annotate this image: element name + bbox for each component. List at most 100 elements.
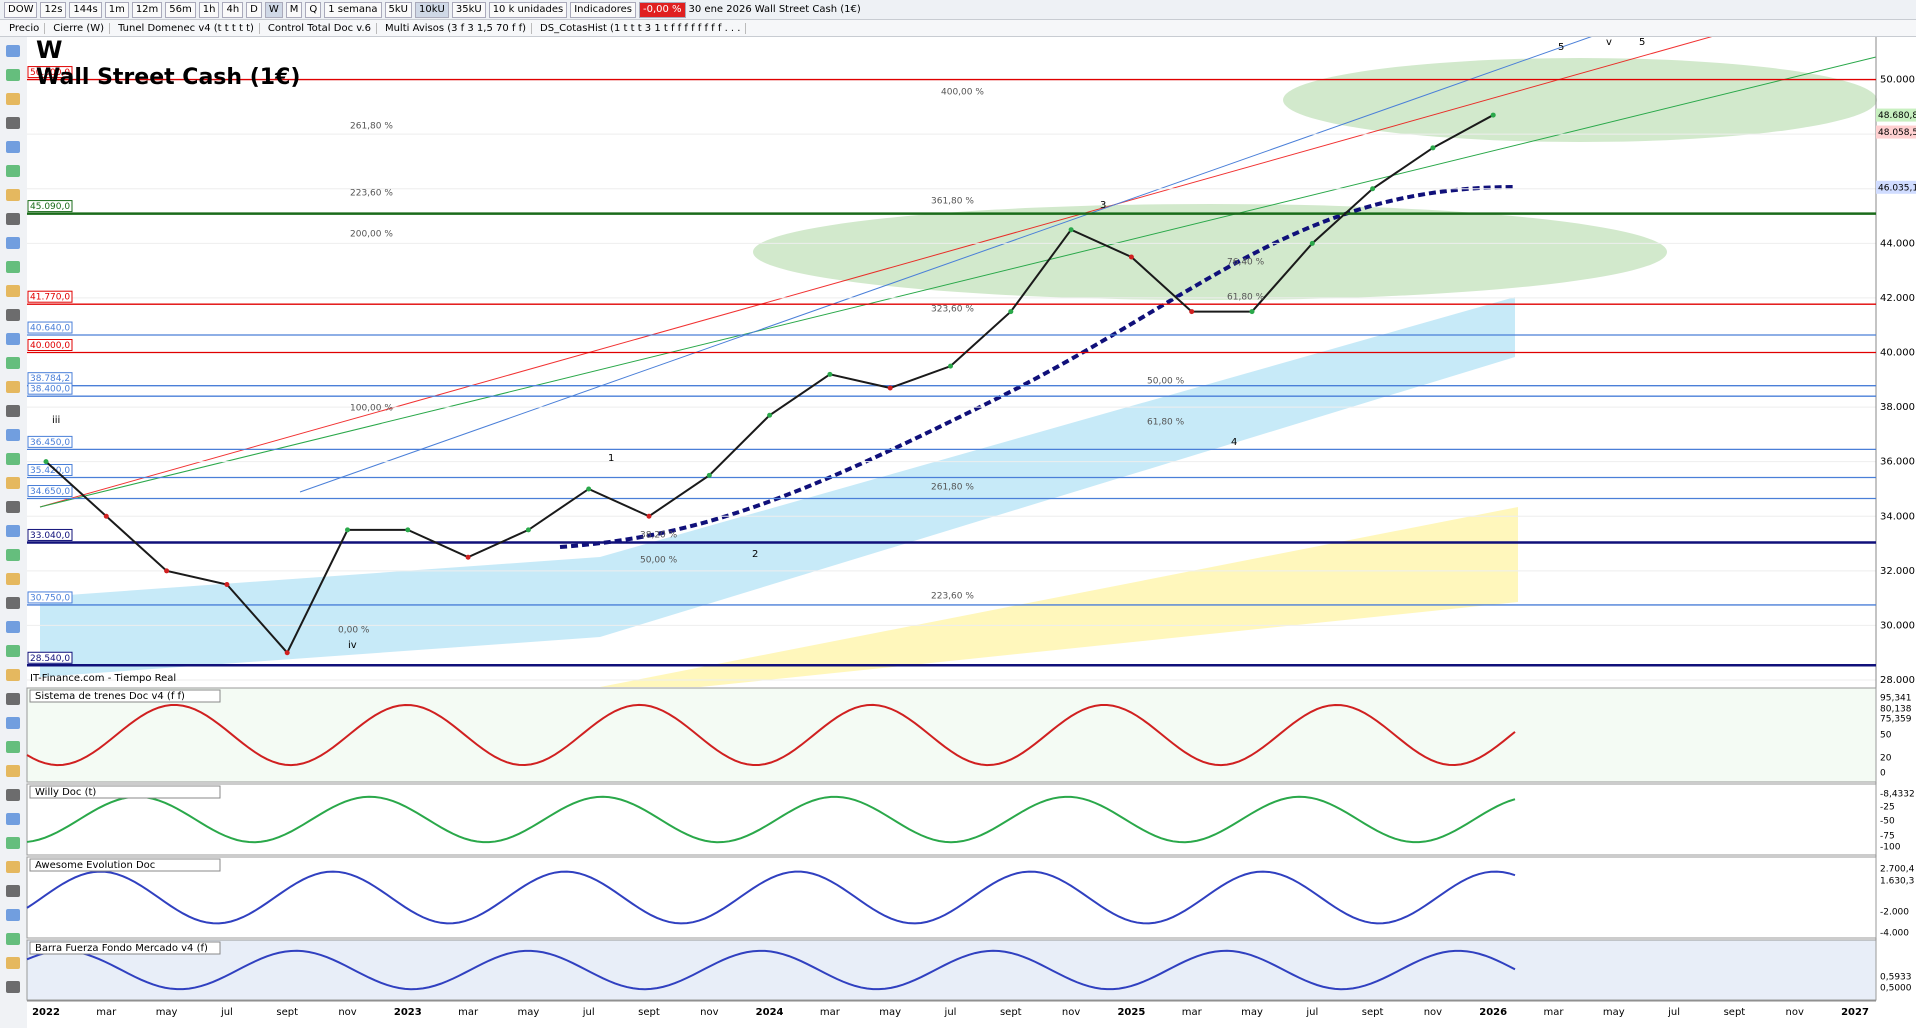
x-tick-label: mar <box>1182 1007 1203 1018</box>
indicator-tab[interactable]: Precio <box>4 22 46 34</box>
timeframe-button[interactable]: D <box>246 1 262 18</box>
pane-title: Awesome Evolution Doc <box>35 860 155 871</box>
tool-icon <box>6 501 20 513</box>
price-point <box>1128 254 1134 260</box>
toolbar: DOW 12s 144s 1m 12m 56m 1h 4h D W M Q 1 semana 5kU 10k… <box>0 0 1916 20</box>
timeframe-button[interactable]: 144s <box>69 1 102 18</box>
pane-title-box <box>29 785 221 799</box>
pane-axis-label: 80,138 <box>1880 705 1912 715</box>
pane-title: Barra Fuerza Fondo Mercado v4 (f) <box>35 943 208 954</box>
x-tick-label: jul <box>1305 1007 1318 1018</box>
pane-axis-label: 50 <box>1880 731 1892 741</box>
x-tick-label: nov <box>1062 1007 1080 1018</box>
pane-axis-label: 0,5933 <box>1880 973 1912 983</box>
level-tag-box <box>27 435 73 448</box>
tool-icon <box>6 189 20 201</box>
pane-axis-label: -4.000 <box>1880 929 1909 939</box>
level-tag: 38.400,0 <box>30 385 70 395</box>
x-tick-label: 2024 <box>756 1007 784 1018</box>
timeframe-button[interactable]: 1m <box>104 1 129 18</box>
x-tick-label: nov <box>1786 1007 1804 1018</box>
tool-icon <box>6 837 20 849</box>
indicators-button[interactable]: Indicadores <box>570 1 636 18</box>
indicator-tab[interactable]: Tunel Domenec v4 (t t t t t) <box>113 22 260 34</box>
wave-label: 5 <box>1558 42 1564 53</box>
tool-icon <box>6 957 20 969</box>
price-point <box>1189 309 1195 315</box>
price-point <box>345 527 350 533</box>
pane-axis-label: 0,5000 <box>1880 984 1912 994</box>
x-tick-label: may <box>1603 1007 1625 1018</box>
price-point <box>1490 112 1496 118</box>
fib-label: 223,60 % <box>350 189 393 199</box>
pane <box>26 687 1877 783</box>
symbol-select[interactable]: DOW <box>4 1 38 18</box>
pane-title-box <box>29 858 221 872</box>
y-tick-label: 50.000 <box>1880 75 1915 86</box>
timeframe-button[interactable]: 12s <box>40 1 67 18</box>
tool-icon <box>6 93 20 105</box>
units-button[interactable]: 10kU <box>415 1 449 18</box>
price-point <box>525 527 531 533</box>
level-tag: 38.784,2 <box>30 374 70 384</box>
x-tick-label: jul <box>220 1007 233 1018</box>
wave-label: 5 <box>1639 37 1645 48</box>
tool-icon <box>6 693 20 705</box>
price-point <box>103 513 109 519</box>
level-tag: 40.000,0 <box>30 341 70 351</box>
timeframe-button[interactable]: W <box>264 1 283 18</box>
x-tick-label: sept <box>1362 1007 1384 1018</box>
pane-axis-label: -25 <box>1880 803 1895 813</box>
indicator-tab[interactable]: Cierre (W) <box>48 22 111 34</box>
price-point <box>1008 309 1014 315</box>
y-tick-label: 28.000 <box>1880 675 1915 686</box>
pane-axis-label: -50 <box>1880 817 1895 827</box>
units-button[interactable]: 35kU <box>451 1 486 18</box>
tool-icon <box>6 933 20 945</box>
timeframe-button[interactable]: M <box>285 1 303 18</box>
pane-axis-label: 0 <box>1880 769 1886 779</box>
fib-label: 61,80 % <box>1147 418 1185 428</box>
timeframe-letter: W <box>36 37 62 64</box>
units-button[interactable]: 5kU <box>384 1 412 18</box>
level-tag: 40.640,0 <box>30 324 70 334</box>
pane <box>26 783 1877 856</box>
tool-icon <box>6 285 20 297</box>
period-select[interactable]: 1 semana <box>324 1 382 18</box>
y-tick-label: 44.000 <box>1880 238 1915 249</box>
pane-axis-label: -2.000 <box>1880 908 1909 918</box>
timeframe-button[interactable]: 12m <box>131 1 163 18</box>
timeframe-button[interactable]: 4h <box>222 1 244 18</box>
level-tag-box <box>27 200 73 213</box>
chart: 52.00050.00048.00046.00044.00042.00040.0… <box>0 37 1916 1028</box>
pane-axis-label: -75 <box>1880 832 1895 842</box>
x-tick-label: sept <box>1000 1007 1022 1018</box>
tool-icon <box>6 621 20 633</box>
timeframe-button[interactable]: Q <box>305 1 322 18</box>
pane <box>26 939 1877 1001</box>
channel <box>600 507 1518 687</box>
fib-label: 361,80 % <box>931 197 974 207</box>
timeframe-button[interactable]: 1h <box>198 1 220 18</box>
price-tag-box <box>1876 125 1916 139</box>
fib-label: 50,00 % <box>1147 377 1185 387</box>
price-point <box>887 385 893 391</box>
level-tag: 34.650,0 <box>30 487 70 497</box>
indicator-tab[interactable]: Multi Avisos (3 f 3 1,5 70 f f) <box>380 22 533 34</box>
indicator-tab[interactable]: DS_CotasHist (1 t t t 3 1 t f f f f f f … <box>535 22 747 34</box>
size-select[interactable]: 10 k unidades <box>488 1 568 18</box>
y-tick-label: 30.000 <box>1880 620 1915 631</box>
price-point <box>405 527 411 533</box>
price-point <box>586 486 592 492</box>
price-point <box>1370 186 1376 192</box>
pane-axis-label: 1.630,3 <box>1880 877 1914 887</box>
level-tag-box <box>27 382 73 395</box>
timeframe-button[interactable]: 56m <box>165 1 196 18</box>
indicator-tab[interactable]: Control Total Doc v.6 <box>263 22 377 34</box>
pane-axis-label: 75,359 <box>1880 715 1912 725</box>
price-point <box>43 459 49 465</box>
tool-icon <box>6 333 20 345</box>
tool-icon <box>6 45 20 57</box>
level-tag: 30.750,0 <box>30 593 70 603</box>
wave-label: 4 <box>1231 437 1237 448</box>
